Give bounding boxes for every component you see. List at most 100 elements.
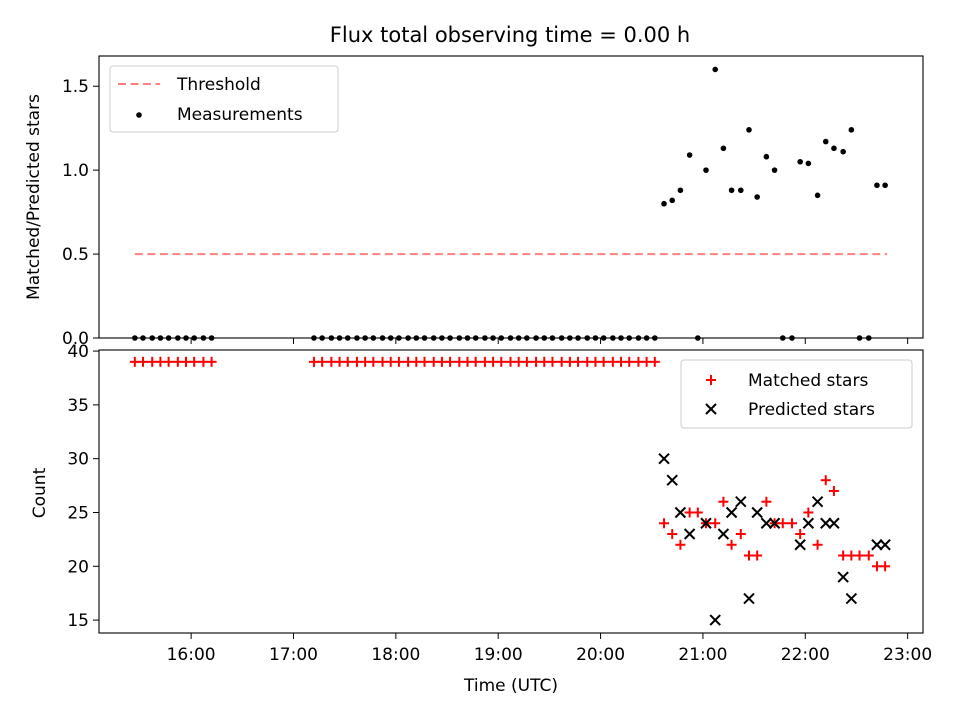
predicted-star-point-b <box>828 517 840 529</box>
predicted-star-point <box>845 592 858 605</box>
measurement-point <box>746 127 752 133</box>
x-tick-label: 23:00 <box>883 645 932 665</box>
matched-star-point <box>138 356 149 367</box>
matched-star-point <box>547 356 558 367</box>
predicted-star-point-b <box>743 592 755 605</box>
matched-star-point <box>649 356 660 367</box>
matched-star-point <box>752 550 763 561</box>
matched-star-point <box>573 356 584 367</box>
bottom-y-tick-label: 15 <box>67 611 89 631</box>
matched-star-point <box>710 518 721 529</box>
matched-star-point <box>692 507 703 518</box>
top-y-tick-label: 0.0 <box>62 329 89 349</box>
matched-star-point <box>624 356 635 367</box>
predicted-star-point-b <box>811 496 824 508</box>
bottom-axes-frame <box>98 349 924 634</box>
measurement-point <box>840 148 846 155</box>
predicted-star-point <box>751 506 763 519</box>
measurement-point <box>874 182 880 189</box>
bottom-legend: Matched stars Predicted stars <box>680 359 913 429</box>
legend-predicted-swatch <box>705 403 717 415</box>
top-y-tick-label: 0.5 <box>62 245 89 265</box>
measurement-point <box>754 194 760 200</box>
matched-star-point <box>317 356 328 367</box>
matched-star-point <box>163 356 174 367</box>
predicted-star-point <box>768 517 781 529</box>
predicted-star-point <box>725 506 738 519</box>
predicted-star-point <box>760 517 773 529</box>
bottom-legend-box <box>680 359 913 429</box>
matched-star-point <box>521 356 532 367</box>
matched-star-point <box>598 356 609 367</box>
x-tick-label: 21:00 <box>678 645 727 665</box>
measurement-point <box>882 182 888 189</box>
predicted-star-point-b <box>735 496 747 508</box>
predicted-star-point-b <box>683 528 696 540</box>
top-panel: 0.0 0.5 1.0 1.5 Matched/Predicted stars Thr… <box>24 55 924 349</box>
bottom-y-tick-label: 35 <box>67 396 89 416</box>
matched-star-point <box>777 518 788 529</box>
legend-matched-swatch <box>706 375 716 385</box>
matched-star-point <box>342 356 353 367</box>
measurement-point <box>720 145 727 152</box>
top-axes-frame <box>98 55 924 339</box>
top-y-tick-label: 1.5 <box>62 77 89 97</box>
predicted-star-point-b <box>725 506 738 519</box>
top-y-ticks: 0.0 0.5 1.0 1.5 <box>62 77 99 349</box>
matched-star-point <box>761 496 772 507</box>
measurement-point <box>822 138 829 145</box>
matched-star-point <box>880 561 891 572</box>
predicted-star-point-b <box>794 539 806 551</box>
bottom-y-tick-label: 25 <box>67 503 89 523</box>
bottom-panel: 15 20 25 30 35 40 16:00 17:00 18:00 19:00 20:00 21… <box>30 342 932 696</box>
measurement-point <box>797 158 803 165</box>
bottom-marks <box>129 356 891 626</box>
predicted-star-point <box>879 539 891 551</box>
predicted-star-point <box>683 528 696 540</box>
legend-matched-label: Matched stars <box>748 371 868 391</box>
predicted-star-point-b <box>871 539 883 551</box>
bottom-y-tick-label: 20 <box>67 557 89 577</box>
measurement-point <box>686 152 693 158</box>
matched-star-point <box>828 485 839 496</box>
chart-title: Flux total observing time = 0.00 h <box>330 23 690 47</box>
x-tick-label: 20:00 <box>576 645 625 665</box>
measurement-point <box>763 153 770 160</box>
predicted-star-point <box>802 517 815 529</box>
measurement-point <box>669 197 676 204</box>
bottom-x-ticks: 16:00 17:00 18:00 19:00 20:00 21:00 22:00 23:00 <box>167 633 932 665</box>
predicted-star-point-b <box>879 539 891 551</box>
matched-star-point <box>419 356 430 367</box>
matched-star-point <box>667 529 678 540</box>
x-tick-label: 18:00 <box>371 645 420 665</box>
matched-star-point <box>803 507 814 518</box>
x-tick-label: 17:00 <box>269 645 318 665</box>
measurement-point <box>805 160 812 167</box>
matched-star-point <box>718 496 729 507</box>
predicted-star-point <box>658 452 670 465</box>
predicted-star-point <box>871 539 883 551</box>
matched-star-point <box>854 550 865 561</box>
legend-threshold-label: Threshold <box>176 75 261 95</box>
matched-star-point <box>445 356 456 367</box>
top-y-axis-label: Matched/Predicted stars <box>24 94 44 300</box>
predicted-star-point-b <box>658 452 670 465</box>
predicted-star-point <box>666 474 678 486</box>
measurement-point <box>661 200 667 207</box>
bottom-y-tick-label: 30 <box>67 450 89 470</box>
bottom-y-ticks: 15 20 25 30 35 40 <box>67 342 99 631</box>
top-y-tick-label: 1.0 <box>62 161 89 181</box>
predicted-star-point <box>743 592 755 605</box>
predicted-star-point-b <box>845 592 858 605</box>
predicted-star-point <box>717 528 730 540</box>
matched-star-point <box>812 539 823 550</box>
predicted-star-point-b <box>717 528 730 540</box>
predicted-star-point-b <box>760 517 773 529</box>
matched-star-point <box>675 539 686 550</box>
matched-star-point <box>820 475 831 486</box>
measurement-point <box>703 167 709 173</box>
measurement-point <box>814 192 821 199</box>
matched-star-point <box>735 529 746 540</box>
predicted-star-point <box>794 539 806 551</box>
matched-star-point <box>368 356 379 367</box>
